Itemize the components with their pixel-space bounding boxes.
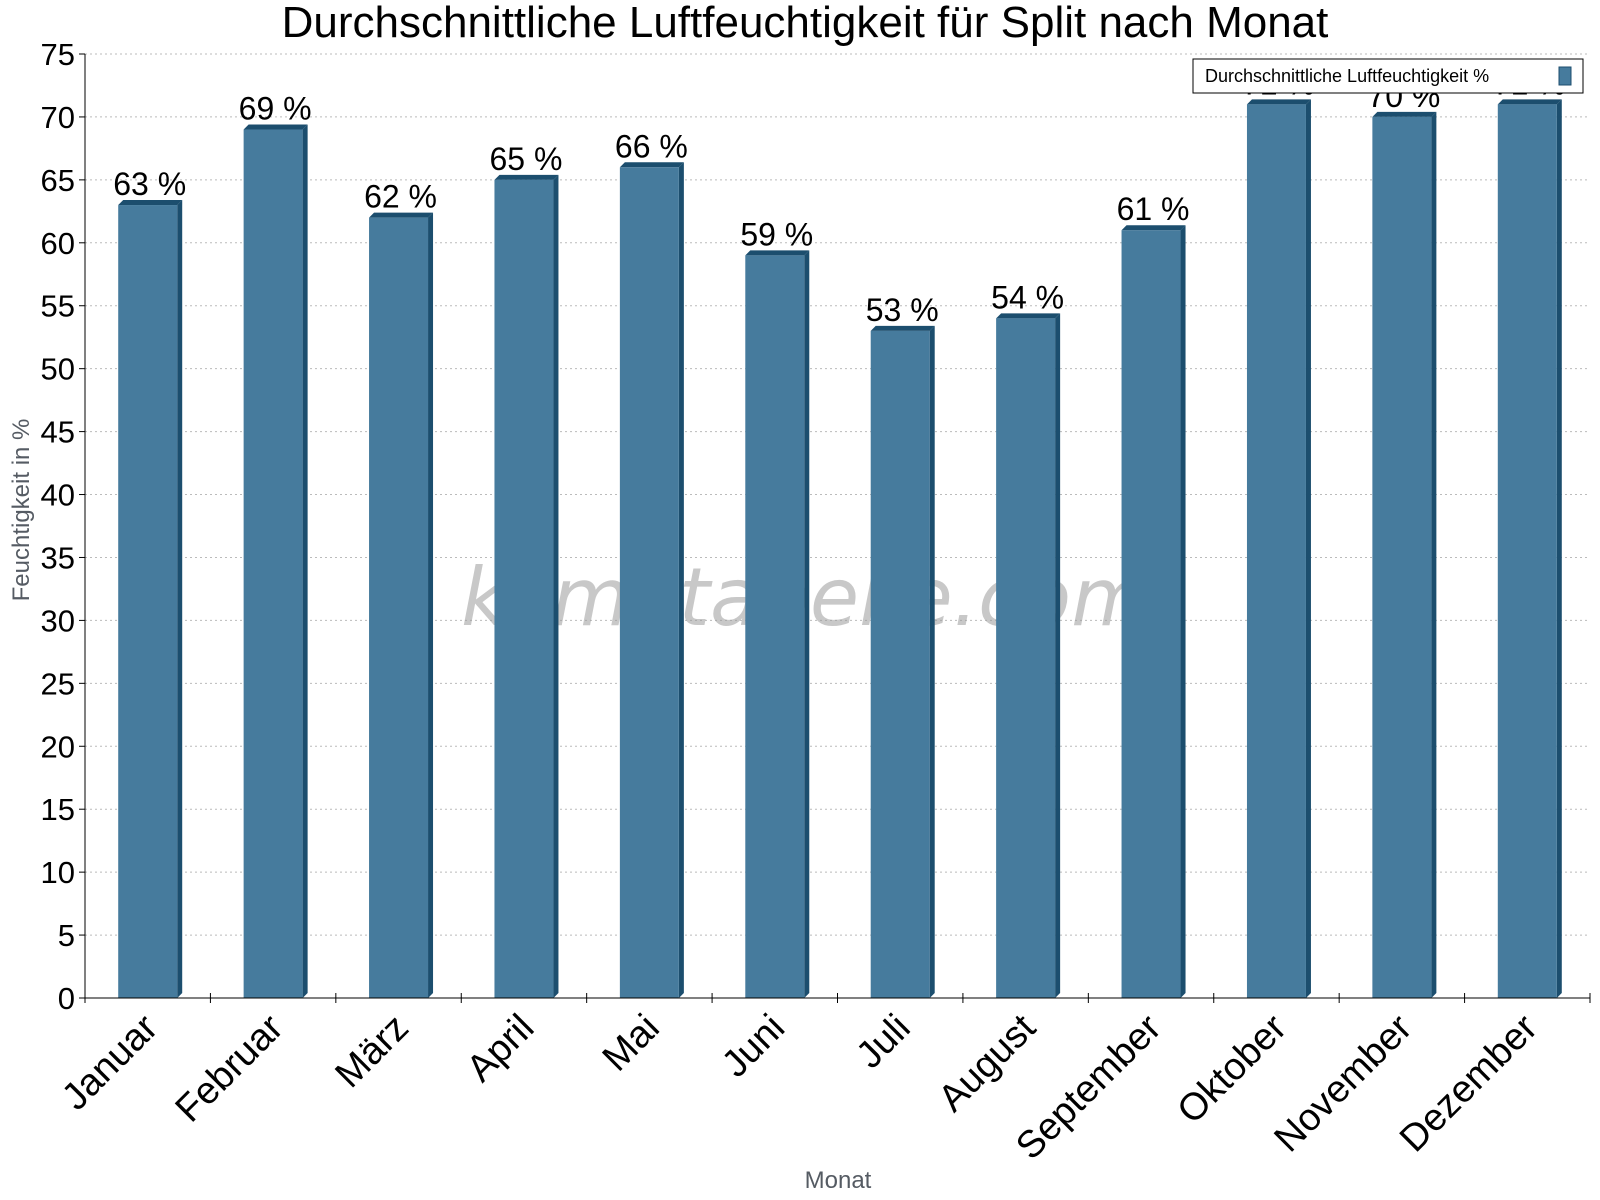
bar-front (494, 179, 554, 998)
bar (1121, 225, 1186, 999)
bar-front (1372, 116, 1432, 998)
bar-side (428, 212, 434, 999)
bar-top (1497, 99, 1562, 105)
bar-side (1431, 111, 1437, 998)
y-tick-label: 5 (58, 918, 75, 953)
bar-front (996, 318, 1056, 998)
data-label: 66 % (615, 128, 688, 164)
bar-front (1121, 230, 1181, 999)
data-label: 54 % (991, 279, 1064, 315)
bar-side (1055, 313, 1061, 998)
bar (243, 124, 308, 998)
bar (745, 250, 810, 999)
y-tick-label: 40 (41, 478, 75, 513)
x-tick-label: Oktober (1170, 1006, 1296, 1132)
x-axis-title: Monat (805, 1167, 872, 1194)
y-tick-label: 10 (41, 855, 75, 890)
bar-top (1121, 225, 1186, 231)
y-tick-label: 0 (58, 981, 75, 1016)
legend-label: Durchschnittliche Luftfeuchtigkeit % (1205, 66, 1489, 86)
bar (619, 162, 684, 998)
bar-front (1497, 104, 1557, 998)
bar-top (870, 325, 935, 331)
bar (118, 200, 183, 999)
bar (996, 313, 1061, 998)
bar-top (494, 174, 559, 180)
bars (118, 99, 1562, 999)
bar-side (302, 124, 308, 998)
x-tick-label: Juni (714, 1007, 793, 1086)
y-tick-label: 60 (41, 226, 75, 261)
data-labels: 63 %69 %62 %65 %66 %59 %53 %54 %61 %71 %… (113, 65, 1566, 328)
bar-side (1305, 99, 1311, 998)
data-label: 69 % (239, 91, 312, 127)
bar-front (118, 205, 178, 999)
y-tick-label: 35 (41, 540, 75, 575)
y-tick-label: 25 (41, 666, 75, 701)
bar-top (369, 212, 434, 218)
bar (494, 174, 559, 998)
y-tick-label: 75 (41, 37, 75, 72)
y-tick-label: 20 (41, 729, 75, 764)
y-tick-label: 55 (41, 289, 75, 324)
bar-side (929, 325, 935, 998)
y-tick-label: 70 (41, 100, 75, 135)
bar (1372, 111, 1437, 998)
bar-top (745, 250, 810, 256)
bar-side (177, 200, 183, 999)
x-tick-label: Februar (168, 1006, 292, 1130)
y-tick-label: 45 (41, 415, 75, 450)
bar-top (619, 162, 684, 168)
bar-side (804, 250, 810, 999)
x-tick-label: April (459, 1007, 542, 1090)
bar-top (996, 313, 1061, 319)
y-axis-title: Feuchtigkeit in % (8, 419, 35, 602)
legend: Durchschnittliche Luftfeuchtigkeit % (1192, 58, 1584, 94)
bar (1246, 99, 1311, 998)
bar-top (1372, 111, 1437, 117)
bar-side (1556, 99, 1562, 998)
bar (369, 212, 434, 999)
bar-side (1180, 225, 1186, 999)
y-tick-label: 30 (41, 603, 75, 638)
x-tick-label: Mai (595, 1007, 668, 1080)
x-tick-label: August (931, 1006, 1045, 1120)
x-tick-label: März (327, 1007, 416, 1096)
bar-front (369, 217, 429, 999)
data-label: 65 % (489, 141, 562, 177)
bar-side (678, 162, 684, 998)
data-label: 61 % (1117, 191, 1190, 227)
x-tick-label: Januar (54, 1006, 166, 1118)
x-tick-label: Juli (849, 1007, 919, 1077)
bar-front (745, 255, 805, 999)
x-tick-label: Dezember (1392, 1006, 1546, 1160)
legend-swatch (1558, 66, 1572, 86)
data-label: 62 % (364, 179, 437, 215)
bar-side (553, 174, 559, 998)
bar-front (243, 129, 303, 998)
bar-front (1246, 104, 1306, 998)
bar-top (118, 200, 183, 206)
legend-box (1192, 58, 1584, 94)
data-label: 53 % (866, 292, 939, 328)
bar (870, 325, 935, 998)
y-tick-label: 15 (41, 792, 75, 827)
grid-lines (85, 53, 1590, 936)
bar-front (870, 330, 930, 998)
y-tick-label: 50 (41, 352, 75, 387)
data-label: 63 % (113, 166, 186, 202)
bar-top (243, 124, 308, 130)
bar (1497, 99, 1562, 998)
bar-front (619, 167, 679, 998)
y-tick-label: 65 (41, 163, 75, 198)
chart-title: Durchschnittliche Luftfeuchtigkeit für S… (282, 0, 1329, 47)
bar-top (1246, 99, 1311, 105)
data-label: 59 % (740, 216, 813, 252)
